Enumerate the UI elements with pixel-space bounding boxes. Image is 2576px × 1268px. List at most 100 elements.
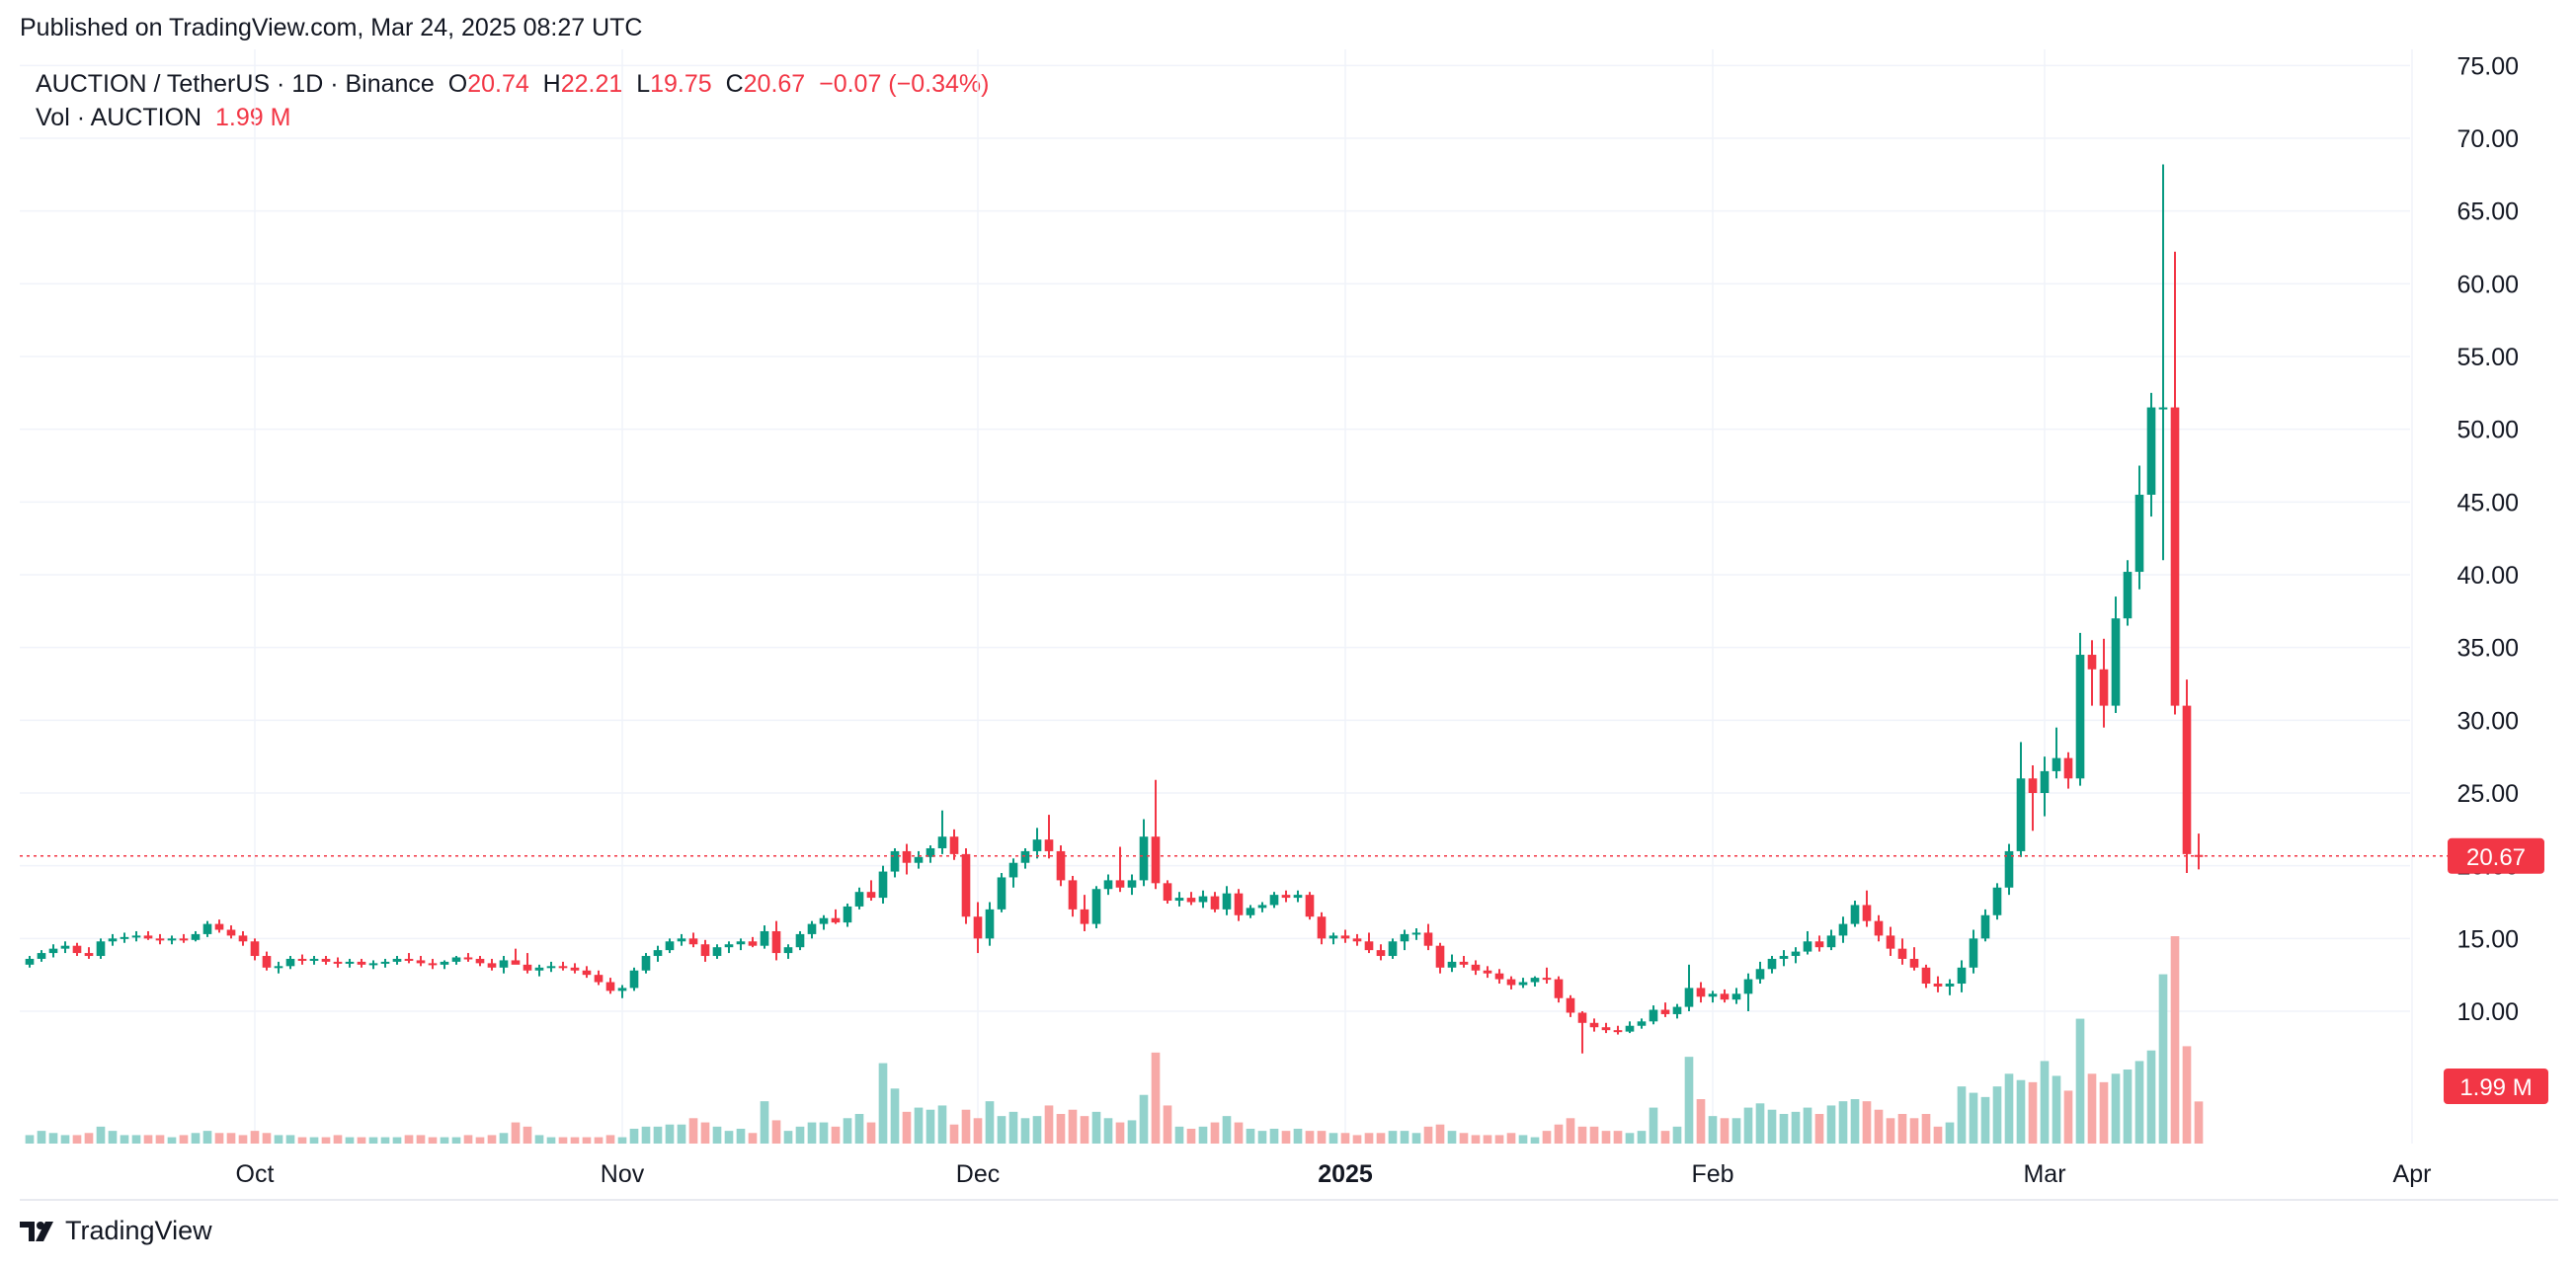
y-tick-label: 65.00	[2456, 198, 2519, 226]
candle-body	[167, 938, 177, 941]
candle-body	[854, 892, 864, 907]
volume-bar	[1957, 1086, 1967, 1144]
candle-body	[843, 906, 852, 923]
volume-bar	[582, 1137, 592, 1144]
candle-body	[2075, 655, 2085, 779]
volume-bar	[1530, 1137, 1540, 1144]
volume-bar	[1720, 1118, 1730, 1144]
candle-body	[712, 947, 722, 957]
volume-bar	[2016, 1079, 2026, 1144]
volume-bar	[1862, 1101, 1872, 1144]
volume-bar	[1328, 1133, 1338, 1144]
volume-bar	[997, 1116, 1006, 1144]
volume-bar	[1791, 1111, 1801, 1144]
candle-body	[1862, 905, 1872, 921]
volume-bar	[1163, 1105, 1172, 1144]
candle-body	[1068, 880, 1078, 910]
volume-bar	[1246, 1129, 1255, 1144]
candle-body	[1400, 933, 1409, 942]
volume-bar	[2170, 936, 2180, 1144]
volume-bar	[926, 1109, 935, 1144]
price-axis: 10.0015.0020.0025.0030.0035.0040.0045.00…	[2456, 52, 2519, 1026]
tradingview-logo-icon	[20, 1221, 53, 1241]
volume-bar	[2004, 1073, 2014, 1144]
candle-body	[1708, 993, 1718, 997]
candle-body	[653, 950, 663, 957]
candle-body	[1328, 935, 1338, 939]
volume-bar	[1459, 1133, 1469, 1144]
candle-body	[570, 967, 580, 971]
candle-body	[155, 938, 165, 941]
volume-bar	[428, 1137, 438, 1144]
candle-body	[428, 963, 438, 966]
candle-body	[1115, 880, 1125, 888]
volume-bar	[724, 1131, 734, 1144]
candle-body	[937, 836, 947, 848]
volume-bar	[1554, 1124, 1564, 1144]
volume-bar	[1020, 1118, 1030, 1144]
candle-body	[131, 935, 141, 938]
volume-bar	[1364, 1133, 1374, 1144]
candle-body	[546, 966, 556, 969]
volume-bar	[665, 1124, 675, 1144]
candle-body	[1554, 979, 1564, 998]
candle-body	[1234, 893, 1244, 915]
volume-bar	[463, 1135, 473, 1144]
tradingview-footer[interactable]: TradingView	[20, 1216, 212, 1246]
volume-bar	[179, 1135, 189, 1144]
candle-body	[1210, 896, 1220, 910]
candle-body	[1494, 973, 1504, 980]
candle-body	[700, 944, 710, 957]
candle-body	[523, 964, 532, 971]
volume-bar	[1091, 1111, 1101, 1144]
volume-bar	[1874, 1109, 1884, 1144]
y-tick-label: 60.00	[2456, 271, 2519, 298]
candle-body	[1720, 993, 1730, 1000]
volume-bar	[1755, 1103, 1765, 1144]
legend-symbol[interactable]: AUCTION / TetherUS · 1D · Binance	[36, 70, 435, 98]
volume-bar	[274, 1135, 283, 1144]
volume-bar	[238, 1135, 248, 1144]
candle-body	[1411, 932, 1421, 935]
candle-body	[108, 938, 118, 942]
candles	[25, 164, 2204, 1054]
candle-body	[1613, 1030, 1623, 1033]
volume-bar	[1779, 1114, 1789, 1144]
x-tick-label: Oct	[236, 1160, 275, 1188]
y-tick-label: 75.00	[2456, 52, 2519, 80]
volume-bar	[1317, 1131, 1327, 1144]
candle-body	[72, 945, 82, 954]
volume-bar	[1838, 1101, 1848, 1144]
candle-body	[1317, 916, 1327, 939]
candle-body	[1340, 935, 1350, 939]
candle-body	[1874, 920, 1884, 936]
volume-bar	[37, 1131, 46, 1144]
candle-body	[1080, 909, 1089, 924]
candle-body	[1755, 969, 1765, 980]
volume-bar	[1447, 1131, 1457, 1144]
candle-body	[605, 982, 615, 991]
volume-bar	[309, 1137, 319, 1144]
volume-bar	[297, 1137, 307, 1144]
candle-body	[2004, 850, 2014, 888]
candle-body	[1684, 988, 1694, 1007]
volume-bar	[1601, 1131, 1611, 1144]
candle-body	[582, 970, 592, 976]
candle-body	[1364, 941, 1374, 951]
volume-bar	[1305, 1131, 1315, 1144]
candle-body	[1803, 941, 1812, 952]
volume-bar	[1577, 1126, 1587, 1144]
y-tick-label: 25.00	[2456, 780, 2519, 808]
candle-body	[1435, 945, 1445, 968]
volume-bar	[2028, 1081, 2038, 1144]
y-tick-label: 35.00	[2456, 635, 2519, 663]
candle-body	[1471, 964, 1481, 971]
candle-body	[878, 871, 888, 899]
legend-volume-label[interactable]: Vol · AUCTION	[36, 104, 202, 131]
volume-bar	[2052, 1075, 2061, 1144]
candle-body	[1459, 961, 1469, 965]
y-tick-label: 30.00	[2456, 707, 2519, 735]
candle-body	[961, 853, 971, 917]
x-tick-label: 2025	[1318, 1160, 1373, 1188]
